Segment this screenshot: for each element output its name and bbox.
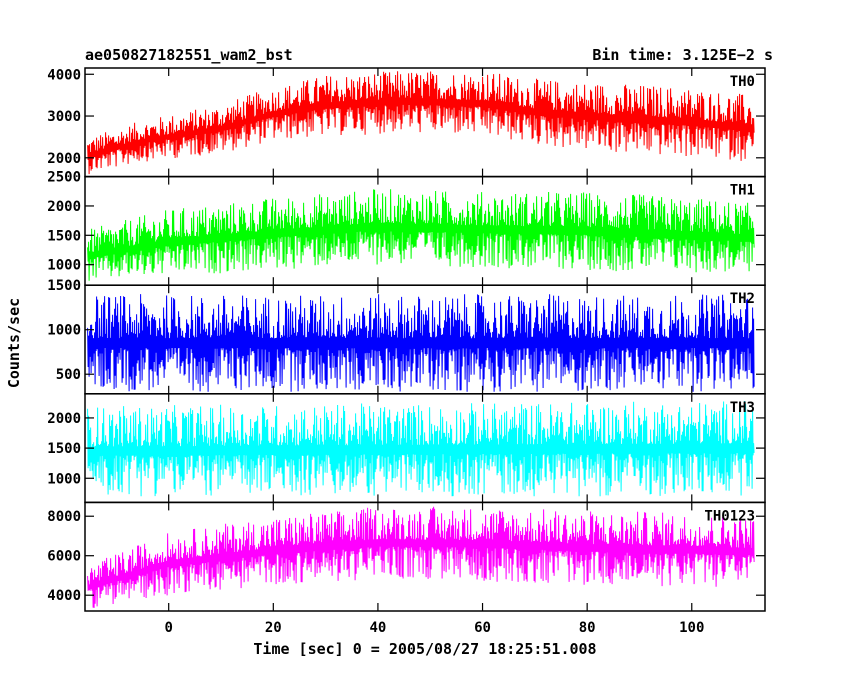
x-tick-label: 100 [679,620,704,636]
y-tick-label: 2000 [47,199,81,215]
chart-title: ae050827182551_wam2_bst [85,46,293,64]
y-tick-label: 2000 [47,411,81,427]
series-th1 [87,189,755,281]
y-tick-label: 8000 [47,509,81,525]
y-tick-label: 1500 [47,228,81,244]
x-tick-label: 0 [164,620,172,636]
panel-label: TH0 [730,74,755,90]
y-tick-label: 4000 [47,588,81,604]
series-th0 [87,71,755,175]
x-tick-label: 40 [369,620,386,636]
y-tick-label: 2000 [47,151,81,167]
y-axis-label: Counts/sec [5,298,23,388]
y-tick-label: 500 [56,367,81,383]
series-th3 [87,400,755,497]
bin-time-label: Bin time: 3.125E−2 s [592,46,773,64]
x-axis-label: Time [sec] 0 = 2005/08/27 18:25:51.008 [253,640,596,658]
panel-frame [84,501,766,612]
y-tick-label: 1000 [47,258,81,274]
y-tick-label: 1500 [47,278,81,294]
panel-th2: 500 1000 1500 TH2 [47,278,766,395]
panel-label: TH1 [730,183,755,199]
series-th2 [87,294,755,392]
x-tick-label: 60 [474,620,491,636]
panel-th1: 1000 1500 2000 2500 TH1 [47,170,766,286]
panel-th0: 2000 3000 4000 TH0 [47,67,766,178]
series-th0123 [87,506,755,608]
y-tick-label: 2500 [47,170,81,186]
y-tick-label: 1000 [47,471,81,487]
panel-label: TH0123 [704,508,755,524]
panel-label: TH2 [730,291,755,307]
x-tick-label: 20 [265,620,282,636]
panel-label: TH3 [730,400,755,416]
y-tick-label: 1000 [47,323,81,339]
x-tick-label: 80 [579,620,596,636]
y-tick-label: 4000 [47,67,81,83]
panel-th3: 1000 1500 2000 TH3 [47,393,766,504]
y-tick-label: 3000 [47,109,81,125]
y-tick-label: 6000 [47,549,81,565]
y-tick-label: 1500 [47,441,81,457]
panel-th0123: 4000 6000 8000 TH0123 [47,501,766,612]
